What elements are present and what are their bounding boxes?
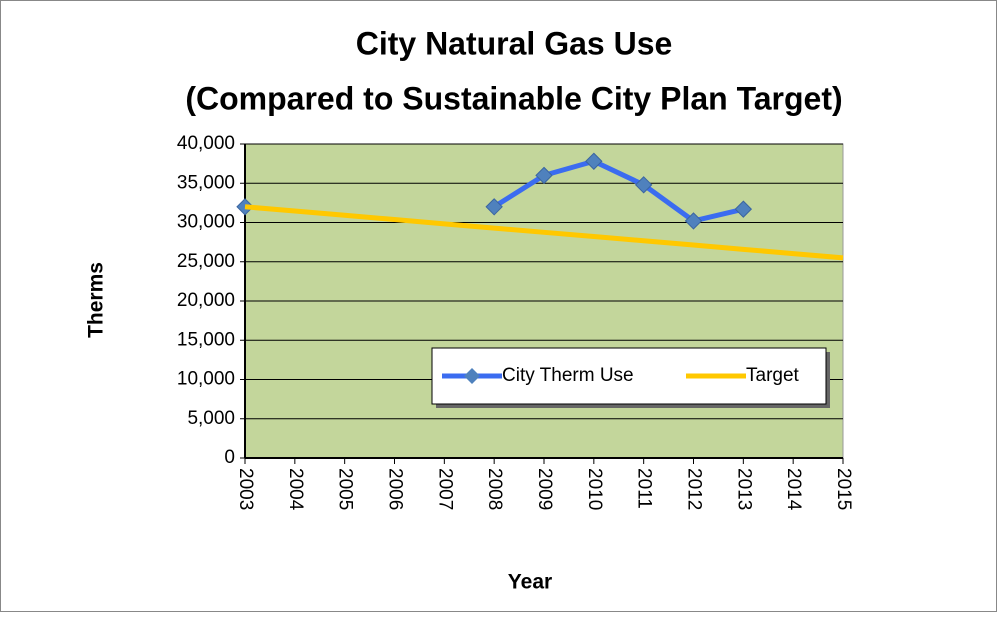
y-tick-label: 20,000 <box>177 290 235 311</box>
x-axis-label: Year <box>508 571 552 594</box>
y-tick-label: 15,000 <box>177 329 235 350</box>
y-tick-label: 5,000 <box>187 408 235 429</box>
legend-label: City Therm Use <box>502 365 634 386</box>
data-point <box>684 212 703 230</box>
x-tick-label: 2012 <box>683 468 704 510</box>
legend-marker <box>464 368 480 384</box>
chart-subtitle: (Compared to Sustainable City Plan Targe… <box>185 80 842 116</box>
x-tick-label: 2014 <box>783 468 804 511</box>
y-axis-label: Therms <box>85 262 108 338</box>
y-tick-label: 0 <box>224 447 235 468</box>
series-line <box>244 204 844 261</box>
data-point <box>634 176 653 194</box>
x-tick-label: 2006 <box>384 468 405 510</box>
x-tick-label: 2004 <box>285 468 306 511</box>
chart-title: City Natural Gas Use <box>356 25 673 61</box>
x-tick-label: 2011 <box>634 468 655 509</box>
x-tick-label: 2008 <box>484 468 505 510</box>
x-tick-label: 2009 <box>534 468 555 510</box>
data-point <box>585 152 603 170</box>
legend-label: Target <box>746 365 800 386</box>
x-tick-label: 2015 <box>833 468 854 510</box>
y-tick-label: 10,000 <box>177 369 235 390</box>
x-tick-label: 2003 <box>235 468 256 510</box>
y-tick-label: 35,000 <box>177 172 235 193</box>
y-tick-label: 40,000 <box>177 133 235 154</box>
x-tick-label: 2007 <box>434 468 455 510</box>
x-tick-label: 2013 <box>733 468 754 510</box>
y-tick-label: 30,000 <box>177 212 235 233</box>
series-line <box>492 158 744 224</box>
x-tick-label: 2005 <box>335 468 356 510</box>
data-point <box>485 198 503 216</box>
data-point <box>535 166 553 185</box>
y-tick-label: 25,000 <box>177 251 235 272</box>
data-point <box>734 200 753 218</box>
x-tick-label: 2010 <box>584 468 605 510</box>
